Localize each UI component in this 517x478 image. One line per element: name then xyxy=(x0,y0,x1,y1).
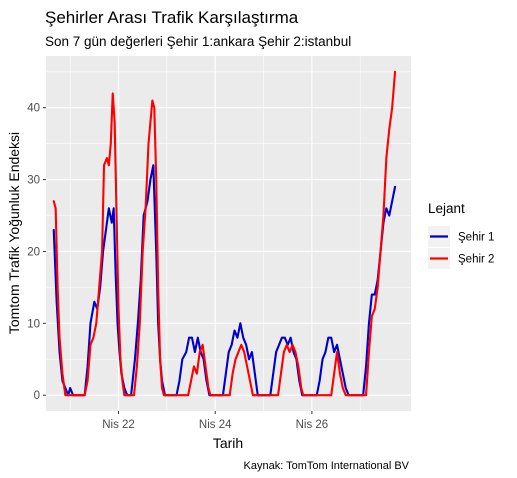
series-line-sehir-2 xyxy=(52,70,397,397)
y-axis: 0 10 20 30 40 xyxy=(27,103,46,402)
y-tick-label: 20 xyxy=(27,246,40,258)
chart-subtitle: Son 7 gün değerleri Şehir 1:ankara Şehir… xyxy=(45,34,351,49)
x-axis: Nis 22 Nis 24 Nis 26 xyxy=(102,411,328,431)
chart-caption: Kaynak: TomTom International BV xyxy=(244,460,410,472)
y-tick-label: 30 xyxy=(27,175,40,187)
series-layer xyxy=(52,70,397,397)
y-tick-label: 10 xyxy=(27,318,40,330)
x-tick-label: Nis 24 xyxy=(199,419,232,431)
x-tick-label: Nis 26 xyxy=(296,419,329,431)
legend: Lejant Şehir 1 Şehir 2 xyxy=(428,201,494,269)
legend-label-sehir-2: Şehir 2 xyxy=(458,254,494,266)
y-tick-label: 0 xyxy=(34,390,40,402)
legend-title: Lejant xyxy=(428,201,465,216)
legend-label-sehir-1: Şehir 1 xyxy=(458,232,494,244)
y-tick-label: 40 xyxy=(27,103,40,115)
y-axis-title: Tomtom Trafik Yoğunluk Endeksi xyxy=(6,132,22,334)
x-tick-label: Nis 22 xyxy=(102,419,135,431)
chart-title: Şehirler Arası Trafik Karşılaştırma xyxy=(45,8,299,27)
x-axis-title: Tarih xyxy=(213,435,243,451)
